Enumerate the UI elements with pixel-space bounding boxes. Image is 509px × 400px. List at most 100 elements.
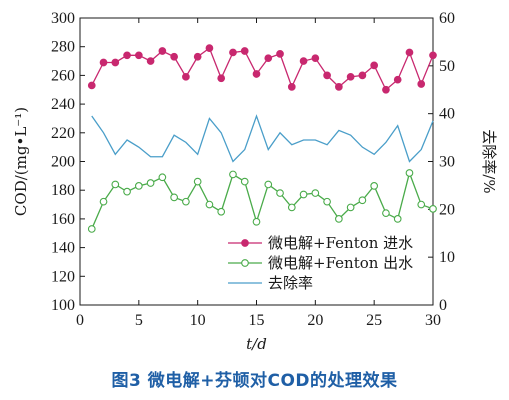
legend-label: 微电解+Fenton 进水 (268, 234, 413, 252)
data-point (217, 207, 226, 216)
data-point (134, 182, 143, 190)
data-point (276, 189, 284, 197)
data-point (429, 205, 437, 213)
data-point (99, 58, 108, 67)
x-tick-label: 0 (76, 312, 84, 329)
data-point (252, 217, 261, 226)
data-point (146, 57, 155, 65)
x-tick-label: 5 (135, 312, 143, 329)
y-left-tick-label: 220 (51, 125, 75, 142)
data-point (240, 177, 249, 186)
y-left-axis-title: COD/(mg•L⁻¹) (12, 107, 30, 216)
data-point (299, 57, 308, 65)
series-influent (87, 44, 437, 94)
data-point (229, 48, 237, 57)
data-point (393, 75, 402, 84)
data-point (264, 180, 273, 189)
data-point (217, 74, 226, 83)
y-right-tick-label: 20 (439, 201, 455, 218)
data-point (405, 169, 414, 177)
y-left-tick-label: 200 (51, 154, 75, 171)
y-left-tick-label: 260 (51, 67, 75, 84)
data-point (99, 197, 108, 206)
y-right-tick-label: 30 (439, 154, 455, 171)
data-point (87, 81, 96, 90)
data-point (240, 47, 249, 55)
y-right-tick-label: 40 (439, 106, 455, 123)
data-point (417, 80, 426, 88)
series-removal-rate (91, 114, 434, 163)
y-right-tick-label: 60 (439, 10, 455, 27)
legend-label: 微电解+Fenton 出水 (268, 254, 413, 272)
data-point (299, 190, 308, 199)
data-point (370, 61, 379, 70)
data-point (335, 83, 343, 91)
data-point (335, 215, 343, 223)
data-point (311, 54, 320, 63)
figure-caption: 图3 微电解+芬顿对COD的处理效果 (111, 371, 398, 391)
data-point (123, 51, 131, 60)
data-point (346, 72, 355, 81)
data-point (111, 58, 120, 67)
data-point (358, 196, 367, 205)
x-tick-label: 15 (249, 312, 265, 329)
x-tick-label: 25 (366, 312, 382, 329)
legend-marker (241, 239, 249, 247)
y-right-tick-label: 50 (439, 58, 455, 75)
y-left-tick-label: 120 (51, 268, 75, 285)
data-point (382, 209, 390, 218)
axes: 0 5 10 15 20 25 301001201401601802002202402602… (12, 10, 498, 353)
series-line (91, 114, 434, 163)
data-point (370, 182, 379, 190)
data-point (182, 72, 190, 81)
y-left-tick-label: 160 (51, 211, 75, 228)
data-point (264, 54, 273, 63)
data-point (287, 83, 296, 91)
data-point (229, 170, 237, 179)
y-left-tick-label: 280 (51, 39, 75, 56)
data-point (382, 85, 390, 94)
x-axis-title: t/d (246, 335, 267, 353)
series-effluent (87, 169, 437, 233)
y-left-tick-label: 180 (51, 182, 75, 199)
data-point (323, 71, 331, 80)
series-line (91, 47, 434, 91)
y-left-tick-label: 140 (51, 240, 75, 257)
y-right-tick-label: 10 (439, 249, 455, 266)
data-point (393, 215, 402, 223)
data-point (276, 50, 284, 58)
y-right-tick-label: 0 (439, 297, 447, 314)
data-point (170, 52, 178, 61)
data-point (193, 52, 202, 61)
data-point (358, 71, 367, 80)
data-point (134, 51, 143, 60)
data-point (205, 200, 214, 209)
data-point (429, 51, 437, 60)
y-left-tick-label: 100 (51, 297, 75, 314)
x-tick-label: 20 (307, 312, 323, 329)
data-point (205, 44, 214, 52)
x-tick-label: 30 (425, 312, 441, 329)
data-point (146, 179, 155, 187)
data-point (405, 48, 414, 57)
data-point (170, 193, 178, 202)
legend-marker (241, 259, 249, 267)
data-point (182, 197, 190, 206)
y-left-tick-label: 240 (51, 96, 75, 113)
x-tick-label: 10 (190, 312, 206, 329)
data-point (346, 203, 355, 212)
data-point (323, 197, 331, 206)
data-point (111, 180, 120, 189)
data-point (158, 47, 167, 55)
data-point (193, 177, 202, 186)
data-point (417, 200, 426, 209)
legend-label: 去除率 (268, 274, 313, 292)
y-left-tick-label: 300 (51, 10, 75, 27)
data-point (158, 173, 167, 182)
y-right-axis-title: 去除率/% (480, 129, 498, 193)
data-point (87, 225, 96, 233)
data-point (287, 203, 296, 212)
data-point (252, 70, 261, 78)
series-line (91, 170, 434, 230)
